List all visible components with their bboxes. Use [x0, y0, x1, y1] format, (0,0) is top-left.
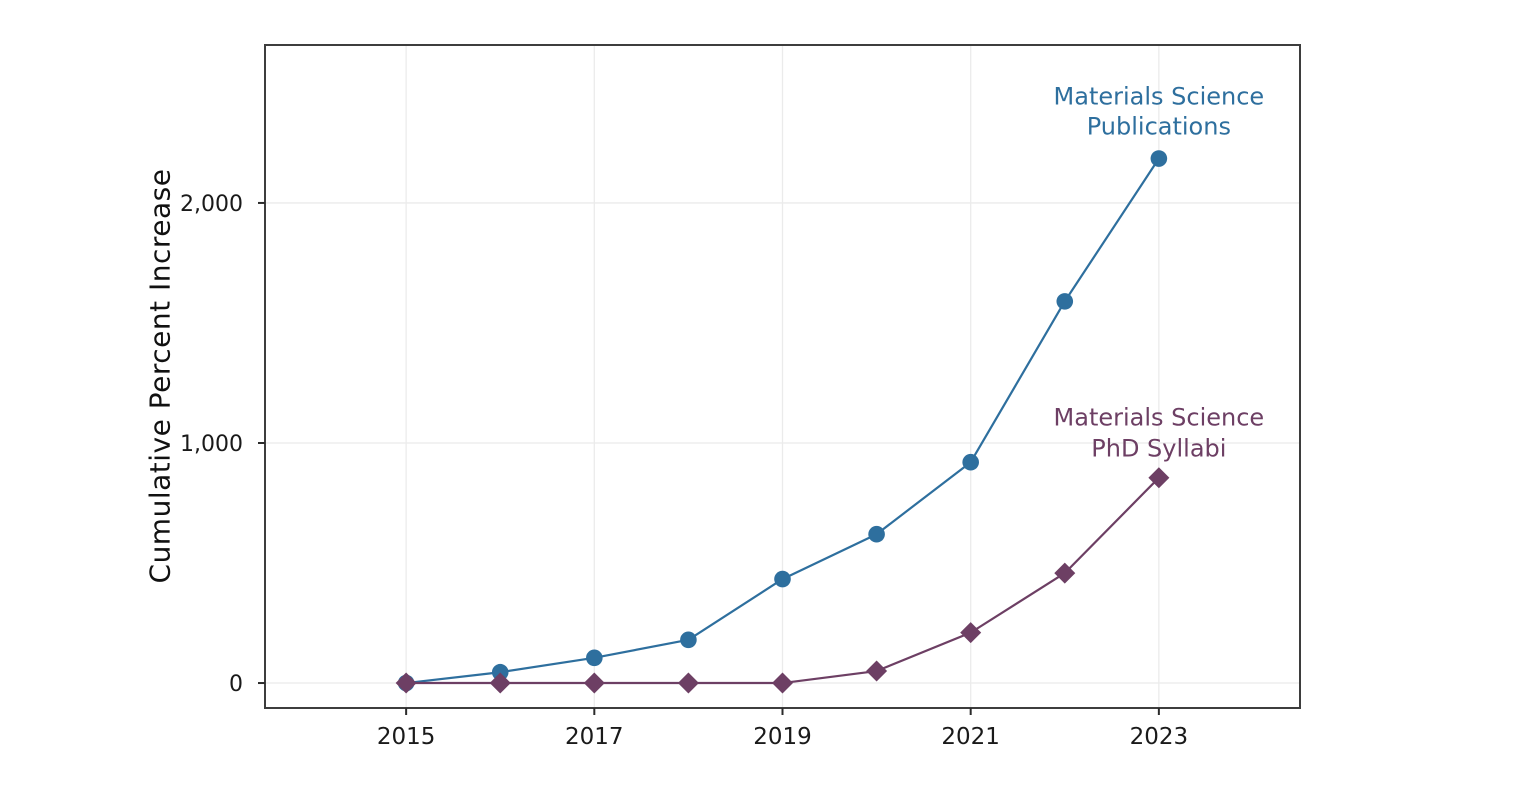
- y-tick-label: 1,000: [180, 432, 243, 457]
- series-label-phd-syllabi: Materials Science PhD Syllabi: [1054, 403, 1265, 464]
- series-label-line: Materials Science: [1053, 82, 1265, 110]
- data-point-diamond: [772, 672, 793, 694]
- data-point-diamond: [395, 672, 417, 694]
- data-point-circle: [1056, 293, 1074, 310]
- series-label-line: Publications: [1086, 112, 1231, 141]
- y-axis-label: Cumulative Percent Increase: [143, 168, 177, 584]
- x-tick-label: 2017: [565, 724, 624, 750]
- data-point-circle: [491, 663, 509, 681]
- data-point-circle: [1150, 150, 1168, 167]
- data-point-diamond: [960, 622, 982, 644]
- data-point-circle: [774, 570, 791, 588]
- x-tick-label: 2021: [941, 724, 1000, 750]
- data-point-diamond: [1148, 467, 1170, 489]
- series-label-line: PhD Syllabi: [1091, 434, 1227, 463]
- data-point-circle: [868, 525, 885, 543]
- data-point-diamond: [677, 672, 699, 694]
- data-point-diamond: [583, 672, 605, 694]
- x-tick-label: 2015: [377, 724, 436, 750]
- y-tick-label: 2,000: [180, 192, 243, 217]
- series-label-line: Materials Science: [1053, 403, 1265, 432]
- data-point-diamond: [489, 672, 511, 694]
- x-tick-label: 2019: [753, 724, 812, 750]
- data-point-circle: [586, 649, 603, 667]
- data-point-diamond: [1054, 562, 1076, 584]
- data-point-circle: [680, 631, 697, 649]
- series-label-publications: Materials Science Publications: [1054, 81, 1265, 142]
- data-point-diamond: [866, 660, 888, 682]
- data-point-circle: [962, 453, 979, 471]
- y-tick-label: 0: [229, 672, 243, 697]
- x-tick-label: 2023: [1130, 724, 1189, 750]
